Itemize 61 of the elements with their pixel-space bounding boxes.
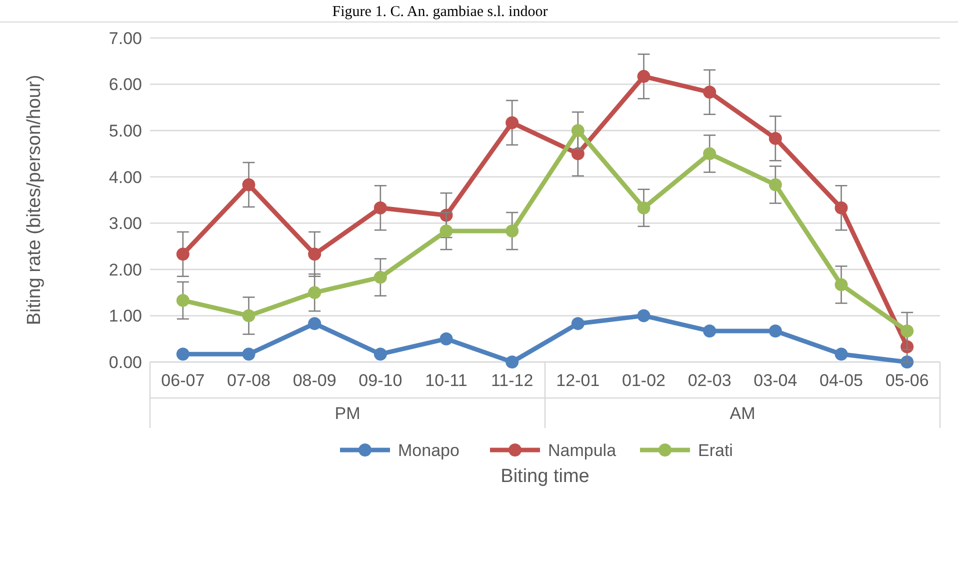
point bbox=[440, 224, 453, 238]
legend-label: Nampula bbox=[548, 440, 617, 460]
point bbox=[703, 86, 716, 99]
x-tick-label: 09-10 bbox=[358, 370, 402, 390]
chart-title: Figure 1. C. An. gambiae s.l. indoor bbox=[332, 4, 548, 20]
text: AM bbox=[730, 404, 756, 423]
point bbox=[176, 294, 190, 307]
x-tick-label: 11-12 bbox=[490, 370, 534, 390]
point bbox=[571, 124, 584, 138]
point bbox=[571, 317, 584, 330]
x-tick-label: 08-09 bbox=[292, 370, 336, 390]
y-tick-label: 0.00 bbox=[108, 352, 142, 372]
point bbox=[834, 278, 848, 292]
point bbox=[768, 324, 782, 338]
point bbox=[176, 248, 190, 261]
point bbox=[768, 178, 782, 192]
point bbox=[703, 147, 716, 160]
point bbox=[374, 201, 387, 214]
x-tick-label: 04-05 bbox=[820, 370, 863, 390]
point bbox=[834, 201, 848, 214]
point bbox=[242, 348, 256, 361]
x-tick-label: 06-07 bbox=[161, 370, 205, 390]
y-tick-label: 2.00 bbox=[108, 260, 142, 280]
x-tick-label: 03-04 bbox=[754, 370, 798, 390]
legend-label: Monapo bbox=[398, 440, 460, 460]
x-tick-label: 02-03 bbox=[688, 370, 732, 390]
point bbox=[768, 132, 782, 145]
point bbox=[637, 201, 650, 214]
point bbox=[506, 224, 519, 238]
legend-label: Erati bbox=[698, 440, 733, 460]
x-tick-label: 10-11 bbox=[425, 370, 468, 390]
y-axis-title: Biting rate (bites/person/hour) bbox=[24, 74, 45, 326]
point bbox=[506, 356, 519, 368]
point bbox=[440, 332, 453, 346]
point bbox=[308, 317, 322, 330]
y-tick-label: 1.00 bbox=[108, 306, 142, 326]
point bbox=[308, 248, 322, 261]
point bbox=[900, 324, 914, 338]
point bbox=[176, 348, 190, 361]
point bbox=[242, 309, 256, 322]
point bbox=[571, 147, 584, 160]
x-tick-label: 12-01 bbox=[556, 370, 600, 390]
y-tick-label: 3.00 bbox=[108, 214, 142, 234]
y-tick-label: 4.00 bbox=[108, 168, 142, 187]
x-axis-title: Biting time bbox=[500, 466, 590, 487]
x-tick-label: 07-08 bbox=[227, 370, 270, 390]
point bbox=[637, 70, 650, 83]
y-tick-label: 6.00 bbox=[108, 75, 142, 94]
text: PM bbox=[334, 404, 360, 423]
point bbox=[637, 309, 650, 322]
x-tick-label: 01-02 bbox=[622, 370, 666, 390]
point bbox=[834, 348, 848, 361]
point bbox=[374, 270, 387, 284]
y-tick-label: 7.00 bbox=[108, 28, 142, 48]
point bbox=[242, 178, 256, 192]
point bbox=[308, 286, 322, 300]
point bbox=[374, 348, 387, 361]
y-tick-label: 5.00 bbox=[108, 122, 142, 141]
point bbox=[506, 116, 519, 130]
point bbox=[703, 324, 716, 338]
x-tick-label: 05-06 bbox=[885, 370, 929, 390]
